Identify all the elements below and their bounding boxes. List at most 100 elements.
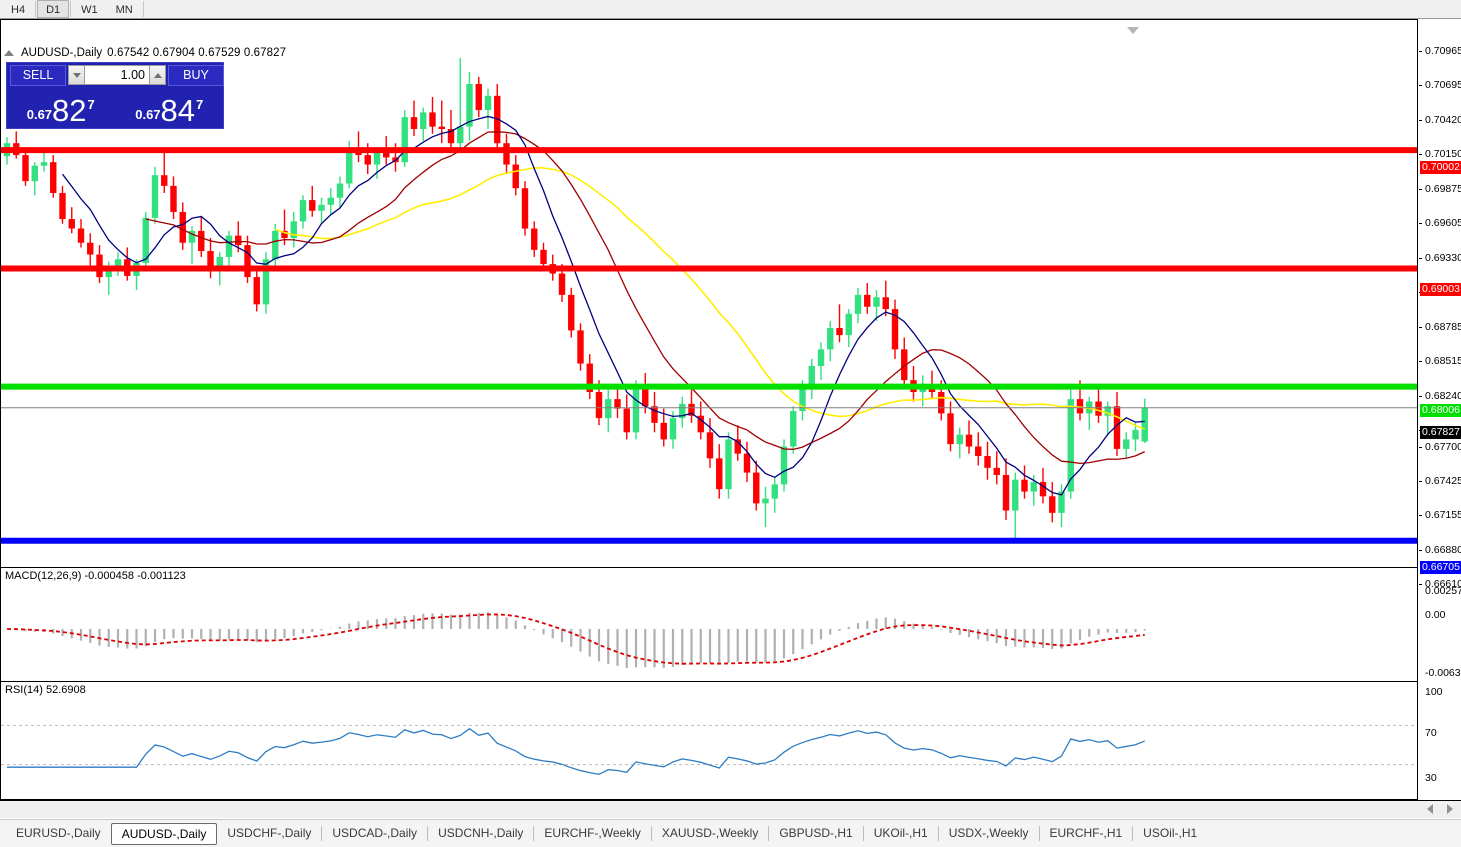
tick-mark — [1419, 189, 1422, 190]
price-pane[interactable] — [1, 20, 1417, 565]
chart-scrollbar[interactable] — [0, 800, 1461, 818]
tab-divider — [650, 826, 652, 841]
price-level-label[interactable]: 0.68006 — [1420, 404, 1461, 417]
tick-mark — [1419, 361, 1422, 362]
chart-area[interactable]: MACD(12,26,9) -0.000458 -0.001123 RSI(14… — [0, 19, 1461, 819]
tab-divider — [1132, 826, 1134, 841]
indicator-tick-label: -0.006326 — [1425, 667, 1461, 679]
indicator-tick-label: 0.002574 — [1425, 585, 1461, 597]
price-tick-label: 0.70695 — [1419, 79, 1461, 91]
sell-price-box[interactable]: 0.67 82 7 — [8, 87, 114, 127]
candlestick-series — [3, 57, 1148, 542]
price-tick-label: 0.70965 — [1419, 45, 1461, 57]
macd-histogram — [15, 612, 1146, 669]
tick-mark — [1419, 550, 1422, 551]
scroll-right-icon[interactable] — [1447, 804, 1453, 814]
tick-mark — [1419, 223, 1422, 224]
price-level-label[interactable]: 0.66705 — [1420, 561, 1461, 574]
tick-mark — [1419, 481, 1422, 482]
buy-price-fraction: 7 — [196, 97, 204, 112]
chart-symbol-label: AUDUSD-,Daily — [21, 47, 103, 59]
chart-ohlc-values: 0.67542 0.67904 0.67529 0.67827 — [107, 47, 287, 59]
price-level-label[interactable]: 0.69003 — [1420, 283, 1461, 296]
sell-price-fraction: 7 — [87, 97, 95, 112]
sell-button[interactable]: SELL — [10, 64, 66, 86]
price-axis[interactable]: 0.70965 0.70695 0.70420 0.70150 0.69875 0.696… — [1419, 19, 1461, 817]
scroll-left-icon[interactable] — [1427, 804, 1433, 814]
rsi-chart-svg — [1, 724, 1417, 776]
collapse-triangle-icon[interactable] — [4, 50, 14, 56]
macd-pane[interactable]: MACD(12,26,9) -0.000458 -0.001123 — [1, 567, 1417, 679]
symbol-tab-usdcad-daily[interactable]: USDCAD-,Daily — [332, 825, 418, 840]
volume-increase-button[interactable] — [149, 65, 166, 85]
trade-panel-prices: 0.67 82 7 0.67 84 7 — [7, 87, 223, 128]
tab-divider — [768, 826, 770, 841]
tick-mark — [1419, 120, 1422, 121]
tab-divider — [533, 826, 535, 841]
toolbar-divider — [35, 1, 37, 17]
symbol-tab-audusd-daily[interactable]: AUDUSD-,Daily — [110, 822, 218, 845]
chevron-down-icon — [72, 72, 81, 78]
price-tick-label: 0.67700 — [1419, 441, 1461, 453]
toolbar-divider — [70, 1, 72, 17]
volume-decrease-button[interactable] — [68, 65, 85, 85]
price-tick-label: 0.67425 — [1419, 475, 1461, 487]
symbol-tab-usdx-weekly[interactable]: USDX-,Weekly — [948, 825, 1029, 840]
volume-stepper[interactable]: 1.00 — [68, 65, 166, 85]
macd-signal-line — [6, 613, 1145, 665]
horizontal-level-lines — [1, 147, 1417, 544]
symbol-tab-eurchf-h1[interactable]: EURCHF-,H1 — [1049, 825, 1123, 840]
symbol-tab-ukoil-h1[interactable]: UKOil-,H1 — [873, 825, 928, 840]
indicator-tick-label: 30 — [1425, 772, 1437, 784]
buy-price-box[interactable]: 0.67 84 7 — [116, 87, 222, 128]
volume-input[interactable]: 1.00 — [85, 65, 149, 85]
chevron-up-icon — [153, 72, 162, 78]
tick-mark — [1419, 85, 1422, 86]
chart-border — [0, 19, 1418, 800]
chart-title-bar: AUDUSD-,Daily 0.67542 0.67904 0.67529 0.… — [4, 46, 286, 60]
toolbar-divider — [142, 1, 144, 17]
price-tick-label: 0.69605 — [1419, 217, 1461, 229]
price-tick-label: 0.67155 — [1419, 509, 1461, 521]
price-tick-label: 0.69330 — [1419, 252, 1461, 264]
rsi-label: RSI(14) 52.6908 — [5, 684, 86, 696]
period-d1[interactable]: D1 — [37, 0, 70, 18]
symbol-tab-eurchf-weekly[interactable]: EURCHF-,Weekly — [544, 825, 641, 840]
tab-divider — [862, 826, 864, 841]
price-chart-svg — [1, 57, 1417, 544]
tick-mark — [1419, 515, 1422, 516]
price-level-label[interactable]: 0.67827 — [1420, 426, 1461, 439]
indicator-tick-label: 100 — [1425, 686, 1443, 698]
chart-tab-bar[interactable]: EURUSD-,Daily AUDUSD-,Daily USDCHF-,Daily U… — [0, 819, 1461, 847]
indicator-tick-label: 0.00 — [1425, 609, 1446, 621]
period-w1[interactable]: W1 — [72, 0, 107, 18]
price-tick-label: 0.68240 — [1419, 390, 1461, 402]
macd-label: MACD(12,26,9) -0.000458 -0.001123 — [5, 570, 186, 582]
tick-mark — [1419, 584, 1422, 585]
tab-divider — [321, 826, 323, 841]
period-h4[interactable]: H4 — [2, 0, 34, 18]
price-tick-label: 0.69875 — [1419, 183, 1461, 195]
sell-price-pips: 82 — [52, 93, 87, 128]
symbol-tab-usoil-h1[interactable]: USOil-,H1 — [1143, 825, 1198, 840]
symbol-tab-gbpusd-h1[interactable]: GBPUSD-,H1 — [779, 825, 853, 840]
price-tick-label: 0.68515 — [1419, 355, 1461, 367]
symbol-tab-xauusd-weekly[interactable]: XAUUSD-,Weekly — [661, 825, 759, 840]
price-tick-label: 0.66610 — [1419, 578, 1461, 590]
rsi-pane[interactable]: RSI(14) 52.6908 — [1, 681, 1417, 798]
period-mn[interactable]: MN — [107, 0, 142, 18]
tick-mark — [1419, 396, 1422, 397]
tick-mark — [1419, 327, 1422, 328]
moving-average-overlays — [61, 115, 1146, 496]
price-tick-label: 0.70150 — [1419, 148, 1461, 160]
buy-price-prefix: 0.67 — [135, 107, 161, 122]
buy-button[interactable]: BUY — [168, 64, 224, 86]
one-click-trading-panel[interactable]: SELL 1.00 BUY 0.67 82 7 0.67 84 7 — [6, 62, 224, 129]
symbol-tab-usdchf-daily[interactable]: USDCHF-,Daily — [227, 825, 312, 840]
tick-mark — [1419, 447, 1422, 448]
symbol-tab-usdcnh-daily[interactable]: USDCNH-,Daily — [438, 825, 524, 840]
buy-price-pips: 84 — [160, 93, 196, 128]
price-level-label[interactable]: 0.70002 — [1420, 161, 1461, 174]
symbol-tab-eurusd-daily[interactable]: EURUSD-,Daily — [16, 825, 101, 840]
